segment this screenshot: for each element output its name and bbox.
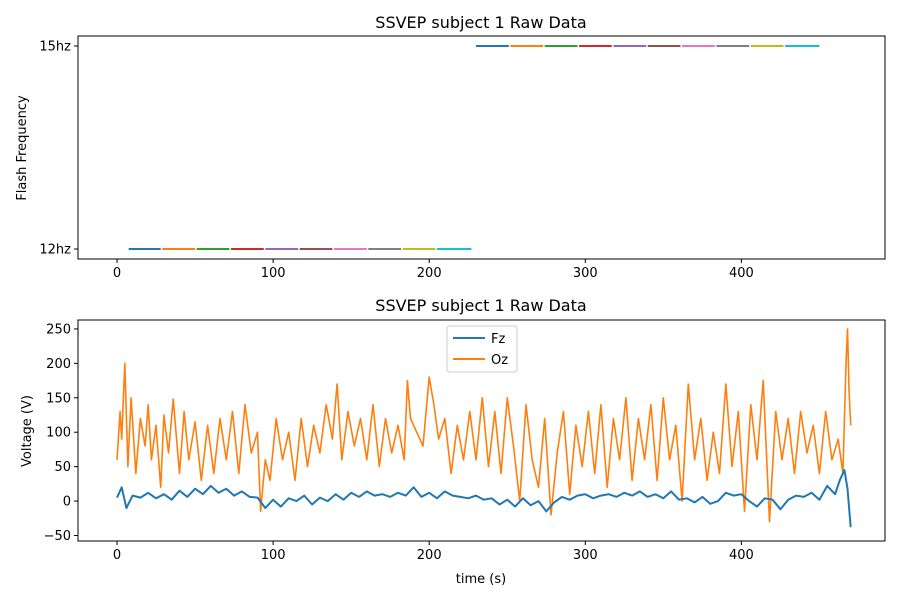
- bottom-x-axis: 0 100 200 300 400: [113, 541, 754, 563]
- top-plot-area: [128, 45, 820, 250]
- x-tick-label: 0: [113, 266, 121, 281]
- y-tick-label: 150: [46, 391, 71, 406]
- legend-label-fz: Fz: [491, 332, 505, 347]
- top-panel: SSVEP subject 1 Raw Data 0 100 200 300 400 1…: [15, 13, 886, 281]
- y-tick-label: 50: [54, 460, 71, 475]
- bottom-plot-area: [116, 328, 852, 528]
- bottom-y-axis-label: Voltage (V): [20, 395, 35, 467]
- x-tick-label: 100: [261, 266, 286, 281]
- x-tick-label: 300: [573, 266, 598, 281]
- top-y-axis: 12hz 15hz: [39, 40, 78, 258]
- x-tick-label: 200: [417, 548, 442, 563]
- y-tick-label: −50: [44, 529, 71, 544]
- top-chart-title: SSVEP subject 1 Raw Data: [375, 13, 586, 32]
- y-tick-label: 100: [46, 426, 71, 441]
- bottom-x-axis-label: time (s): [456, 572, 506, 587]
- bottom-chart-title: SSVEP subject 1 Raw Data: [375, 296, 586, 315]
- series-line-oz: [116, 328, 852, 523]
- top-x-axis: 0 100 200 300 400: [113, 259, 754, 281]
- x-tick-label: 300: [573, 548, 598, 563]
- top-axes-frame: [77, 35, 886, 260]
- series-line-fz: [116, 469, 852, 528]
- y-tick-label: 15hz: [39, 40, 71, 55]
- legend: Fz Oz: [446, 325, 518, 373]
- x-tick-label: 400: [729, 266, 754, 281]
- x-tick-label: 100: [261, 548, 286, 563]
- y-tick-label: 0: [63, 495, 71, 510]
- bottom-panel: SSVEP subject 1 Raw Data 0 100 200 300 400 −…: [20, 296, 886, 587]
- x-tick-label: 0: [113, 548, 121, 563]
- top-y-axis-label: Flash Frequency: [15, 95, 30, 201]
- y-tick-label: 200: [46, 357, 71, 372]
- x-tick-label: 200: [417, 266, 442, 281]
- y-tick-label: 250: [46, 322, 71, 337]
- legend-label-oz: Oz: [491, 353, 508, 368]
- y-tick-label: 12hz: [39, 243, 71, 258]
- x-tick-label: 400: [729, 548, 754, 563]
- bottom-axes-frame: [77, 319, 886, 542]
- bottom-y-axis: −50 0 50 100 150 200 250: [44, 322, 78, 544]
